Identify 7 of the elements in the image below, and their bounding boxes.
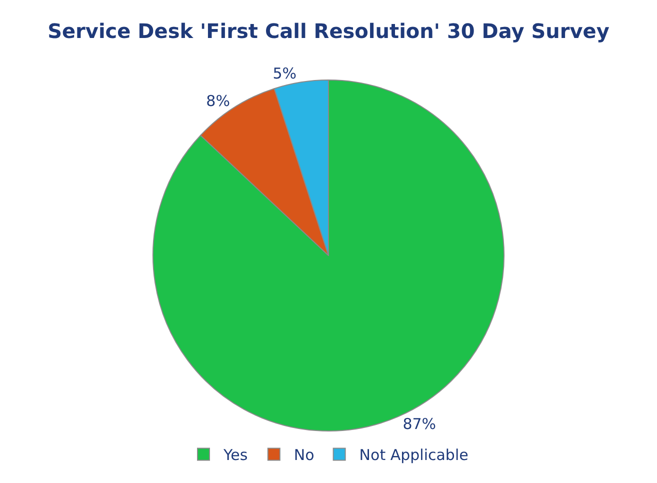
data-label: 87% [402,415,436,434]
legend-label: Yes [222,446,248,464]
data-label: 5% [272,64,297,82]
chart-title: Service Desk 'First Call Resolution' 30 Day Survey [48,19,610,44]
legend-label: Not Applicable [359,446,468,464]
legend-label: No [294,446,314,464]
data-label: 8% [206,92,230,110]
